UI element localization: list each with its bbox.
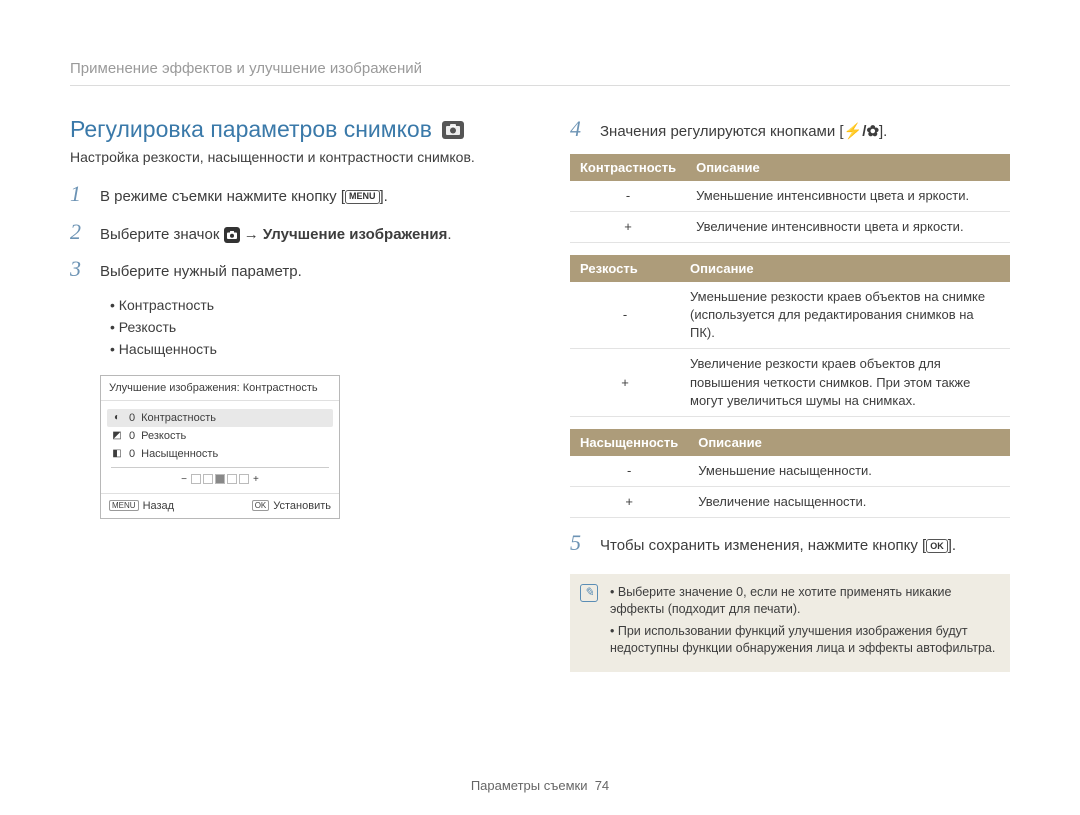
camera-row-label: Контрастность <box>141 412 216 424</box>
table-header: Насыщенность <box>570 429 688 456</box>
step-1: 1 В режиме съемки нажмите кнопку [MENU]. <box>70 181 510 209</box>
back-label: Назад <box>143 500 175 512</box>
sign-cell: + <box>570 349 680 417</box>
contrast-table: Контрастность Описание - Уменьшение инте… <box>570 154 1010 243</box>
camera-ui-row-contrast: ◐ 0 Контрастность <box>107 409 333 427</box>
step-number: 3 <box>70 256 90 282</box>
options-list: Контрастность Резкость Насыщенность <box>110 294 510 361</box>
left-column: Регулировка параметров снимков Настройка… <box>70 116 510 672</box>
table-header: Резкость <box>570 255 680 282</box>
camera-row-value: 0 <box>129 412 135 424</box>
camera-ok-button: OK Установить <box>252 500 331 512</box>
page-footer: Параметры съемки 74 <box>0 778 1080 793</box>
right-column: 4 Значения регулируются кнопками [⚡/✿]. … <box>570 116 1010 672</box>
step-1-text-a: В режиме съемки нажмите кнопку [ <box>100 188 345 205</box>
table-header: Описание <box>680 255 1010 282</box>
step-2-arrow: → <box>240 226 263 243</box>
table-row: - Уменьшение резкости краев объектов на … <box>570 282 1010 349</box>
step-3-text: Выберите нужный параметр. <box>100 261 302 284</box>
camera-ui-title: Улучшение изображения: Контрастность <box>101 376 339 401</box>
list-item: Резкость <box>110 316 510 338</box>
camera-icon <box>224 227 240 243</box>
camera-ui-row-sharpness: ◩ 0 Резкость <box>111 427 329 445</box>
camera-row-label: Насыщенность <box>141 448 218 460</box>
camera-mode-icon <box>442 121 464 139</box>
menu-button-icon: MENU <box>345 190 380 204</box>
step-5-text-a: Чтобы сохранить изменения, нажмите кнопк… <box>600 537 926 554</box>
saturation-icon: ◧ <box>111 448 123 460</box>
sign-cell: + <box>570 211 686 242</box>
table-row: - Уменьшение интенсивности цвета и яркос… <box>570 181 1010 212</box>
note-item: Выберите значение 0, если не хотите прим… <box>610 584 998 619</box>
saturation-table: Насыщенность Описание - Уменьшение насыщ… <box>570 429 1010 518</box>
slider-minus: − <box>181 474 187 485</box>
camera-row-value: 0 <box>129 430 135 442</box>
sign-cell: - <box>570 456 688 487</box>
step-5-text-b: ]. <box>948 537 956 554</box>
table-row: + Увеличение интенсивности цвета и яркос… <box>570 211 1010 242</box>
subtitle: Настройка резкости, насыщенности и контр… <box>70 149 510 165</box>
step-4-text-b: ]. <box>879 123 887 140</box>
sign-cell: - <box>570 181 686 212</box>
sign-cell: + <box>570 487 688 518</box>
contrast-icon: ◐ <box>111 412 123 424</box>
step-number: 4 <box>570 116 590 142</box>
info-icon: ✎ <box>580 584 598 602</box>
slider-plus: + <box>253 474 259 485</box>
table-header: Описание <box>686 154 1010 181</box>
table-row: + Увеличение насыщенности. <box>570 487 1010 518</box>
list-item: Контрастность <box>110 294 510 316</box>
desc-cell: Уменьшение насыщенности. <box>688 456 1010 487</box>
note-item: При использовании функций улучшения изоб… <box>610 623 998 658</box>
step-number: 5 <box>570 530 590 556</box>
step-4-text-a: Значения регулируются кнопками [ <box>600 123 844 140</box>
step-number: 2 <box>70 219 90 245</box>
camera-row-value: 0 <box>129 448 135 460</box>
step-4: 4 Значения регулируются кнопками [⚡/✿]. <box>570 116 1010 144</box>
step-5: 5 Чтобы сохранить изменения, нажмите кно… <box>570 530 1010 558</box>
sign-cell: - <box>570 282 680 349</box>
desc-cell: Увеличение интенсивности цвета и яркости… <box>686 211 1010 242</box>
table-header: Описание <box>688 429 1010 456</box>
desc-cell: Увеличение резкости краев объектов для п… <box>680 349 1010 417</box>
ok-tag: OK <box>252 500 270 511</box>
flash-macro-icon: ⚡/✿ <box>844 123 879 140</box>
camera-back-button: MENU Назад <box>109 500 174 512</box>
sharpness-icon: ◩ <box>111 430 123 442</box>
heading-text: Регулировка параметров снимков <box>70 116 432 143</box>
step-3: 3 Выберите нужный параметр. <box>70 256 510 284</box>
table-header: Контрастность <box>570 154 686 181</box>
ok-button-icon: OK <box>926 539 948 553</box>
table-row: - Уменьшение насыщенности. <box>570 456 1010 487</box>
page-title: Регулировка параметров снимков <box>70 116 510 143</box>
camera-screen-mock: Улучшение изображения: Контрастность ◐ 0… <box>100 375 340 519</box>
ok-label: Установить <box>273 500 331 512</box>
footer-page: 74 <box>595 778 609 793</box>
desc-cell: Увеличение насыщенности. <box>688 487 1010 518</box>
note-box: ✎ Выберите значение 0, если не хотите пр… <box>570 574 1010 672</box>
camera-ui-row-saturation: ◧ 0 Насыщенность <box>111 445 329 463</box>
table-row: + Увеличение резкости краев объектов для… <box>570 349 1010 417</box>
step-2-bold: Улучшение изображения <box>263 226 447 243</box>
desc-cell: Уменьшение резкости краев объектов на сн… <box>680 282 1010 349</box>
list-item: Насыщенность <box>110 338 510 360</box>
step-2-text-a: Выберите значок <box>100 226 224 243</box>
sharpness-table: Резкость Описание - Уменьшение резкости … <box>570 255 1010 417</box>
footer-label: Параметры съемки <box>471 778 588 793</box>
step-number: 1 <box>70 181 90 207</box>
breadcrumb: Применение эффектов и улучшение изображе… <box>70 60 1010 86</box>
desc-cell: Уменьшение интенсивности цвета и яркости… <box>686 181 1010 212</box>
camera-slider: − + <box>111 467 329 485</box>
menu-tag: MENU <box>109 500 139 511</box>
step-1-text-b: ]. <box>380 188 388 205</box>
step-2-end: . <box>447 226 451 243</box>
step-2: 2 Выберите значок → Улучшение изображени… <box>70 219 510 247</box>
camera-row-label: Резкость <box>141 430 186 442</box>
